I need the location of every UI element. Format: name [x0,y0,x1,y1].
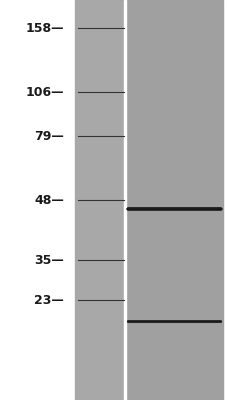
Text: 158—: 158— [25,22,64,34]
Bar [126,208,220,209]
Bar [126,321,220,322]
Text: 23—: 23— [34,294,64,306]
Bar [126,321,220,322]
Bar [124,0,125,400]
Bar [126,321,220,322]
Bar [126,321,220,322]
Bar [75,0,124,400]
Bar [126,208,220,209]
Bar [126,321,220,322]
Bar [126,208,220,209]
Text: 106—: 106— [25,86,64,98]
Bar [126,208,220,209]
Bar [126,321,220,322]
Bar [126,208,220,209]
Bar [126,208,220,209]
Bar [126,208,220,209]
Bar [126,208,220,209]
Bar [126,321,220,322]
Bar [126,321,220,322]
Bar [126,321,220,322]
Bar [126,208,220,209]
Bar [125,0,222,400]
Bar [126,208,220,209]
Bar [126,208,220,209]
Bar [126,208,220,209]
Bar [126,320,220,321]
Text: 35—: 35— [34,254,64,266]
Bar [126,208,220,209]
Bar [126,321,220,322]
Text: 48—: 48— [34,194,64,206]
Text: 79—: 79— [34,130,64,142]
Bar [126,208,220,209]
Bar [126,321,220,322]
Bar [126,321,220,322]
Bar [126,208,220,209]
Bar [126,208,220,209]
